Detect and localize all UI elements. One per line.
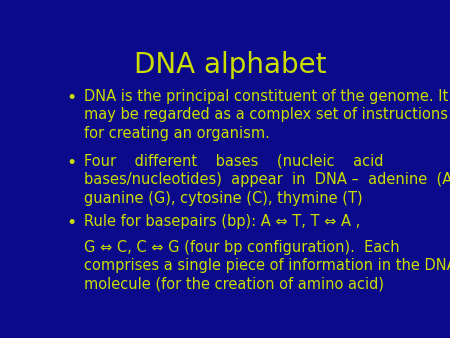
Text: •: •: [67, 89, 77, 107]
Text: Four    different    bases    (nucleic    acid
bases/nucleotides)  appear  in  D: Four different bases (nucleic acid bases…: [84, 154, 450, 206]
Text: •: •: [67, 154, 77, 172]
Text: G ⇔ C, C ⇔ G (four bp configuration).  Each
comprises a single piece of informat: G ⇔ C, C ⇔ G (four bp configuration). Ea…: [84, 240, 450, 292]
Text: Rule for basepairs (bp): A ⇔ T, T ⇔ A ,: Rule for basepairs (bp): A ⇔ T, T ⇔ A ,: [84, 214, 360, 228]
Text: DNA is the principal constituent of the genome. It
may be regarded as a complex : DNA is the principal constituent of the …: [84, 89, 448, 141]
Text: DNA alphabet: DNA alphabet: [135, 51, 327, 79]
Text: •: •: [67, 214, 77, 232]
